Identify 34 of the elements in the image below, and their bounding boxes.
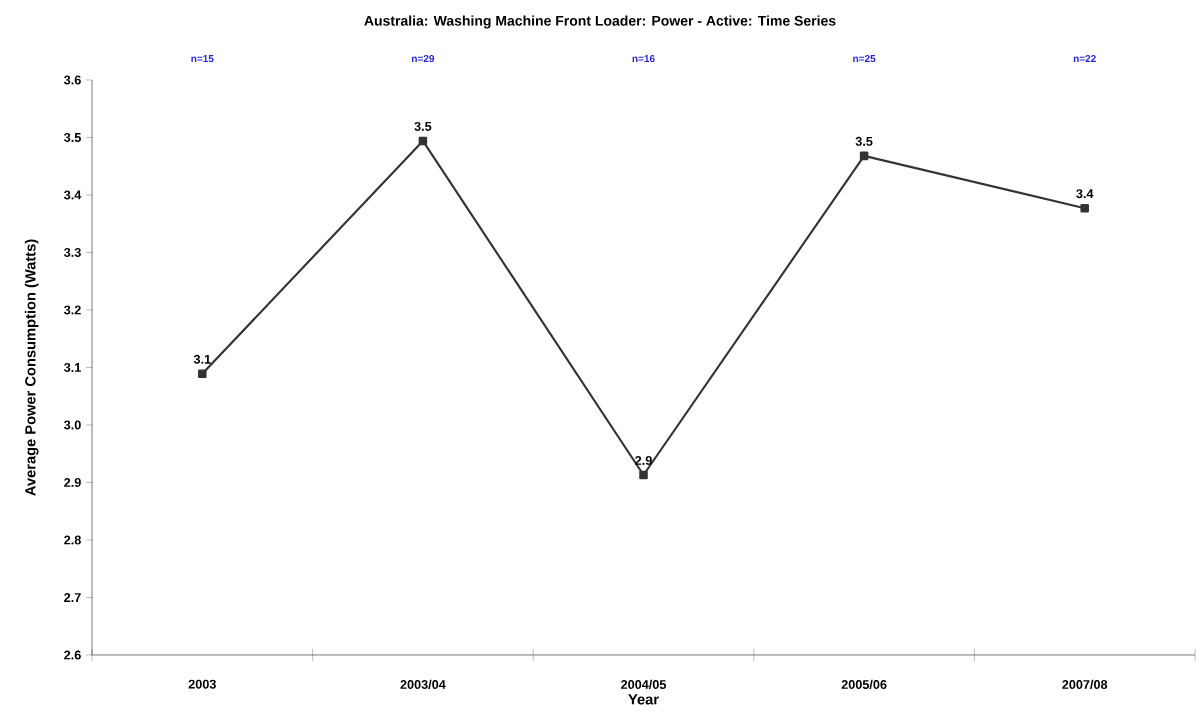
point bbox=[639, 470, 648, 480]
x-axis-title: Year bbox=[628, 694, 659, 705]
point bbox=[418, 136, 428, 146]
x-tick-label: 2004/05 bbox=[621, 679, 667, 690]
text: n=29 bbox=[412, 55, 435, 63]
text: 3.5 bbox=[63, 132, 81, 142]
x-tick-label: 2003 bbox=[188, 679, 216, 689]
data-label: 3.5 bbox=[855, 136, 873, 146]
text: 3.0 bbox=[63, 420, 81, 430]
chart-title: Australia: Washing Machine Front Loader: Power - Active: Time Series bbox=[364, 15, 836, 29]
data-label: 3.4 bbox=[1076, 189, 1094, 199]
data-label: 3.1 bbox=[193, 354, 211, 364]
point bbox=[1080, 203, 1089, 213]
text: 3.1 bbox=[63, 362, 81, 372]
text: 2.9 bbox=[64, 478, 81, 487]
text: n=16 bbox=[632, 55, 655, 63]
point bbox=[198, 369, 207, 379]
text: 3.2 bbox=[63, 305, 81, 315]
x-tick-label: 2007/08 bbox=[1062, 679, 1108, 690]
text: 2.8 bbox=[64, 535, 81, 545]
text: 2.7 bbox=[64, 593, 81, 602]
y-axis-title: Average Power Consumption (Watts) bbox=[24, 239, 39, 496]
text: 3.4 bbox=[63, 190, 82, 200]
x-tick-label: 2003/04 bbox=[400, 679, 446, 690]
text: 3.6 bbox=[63, 75, 81, 85]
text: 2.6 bbox=[64, 650, 81, 660]
point bbox=[859, 151, 869, 161]
text: n=22 bbox=[1073, 55, 1096, 62]
text: n=15 bbox=[191, 55, 214, 63]
x-tick-label: 2005/06 bbox=[841, 679, 887, 690]
text: 3.3 bbox=[63, 247, 81, 257]
text: n=25 bbox=[853, 55, 876, 63]
data-label: 3.5 bbox=[414, 121, 432, 131]
data-label: 2.9 bbox=[635, 456, 652, 465]
